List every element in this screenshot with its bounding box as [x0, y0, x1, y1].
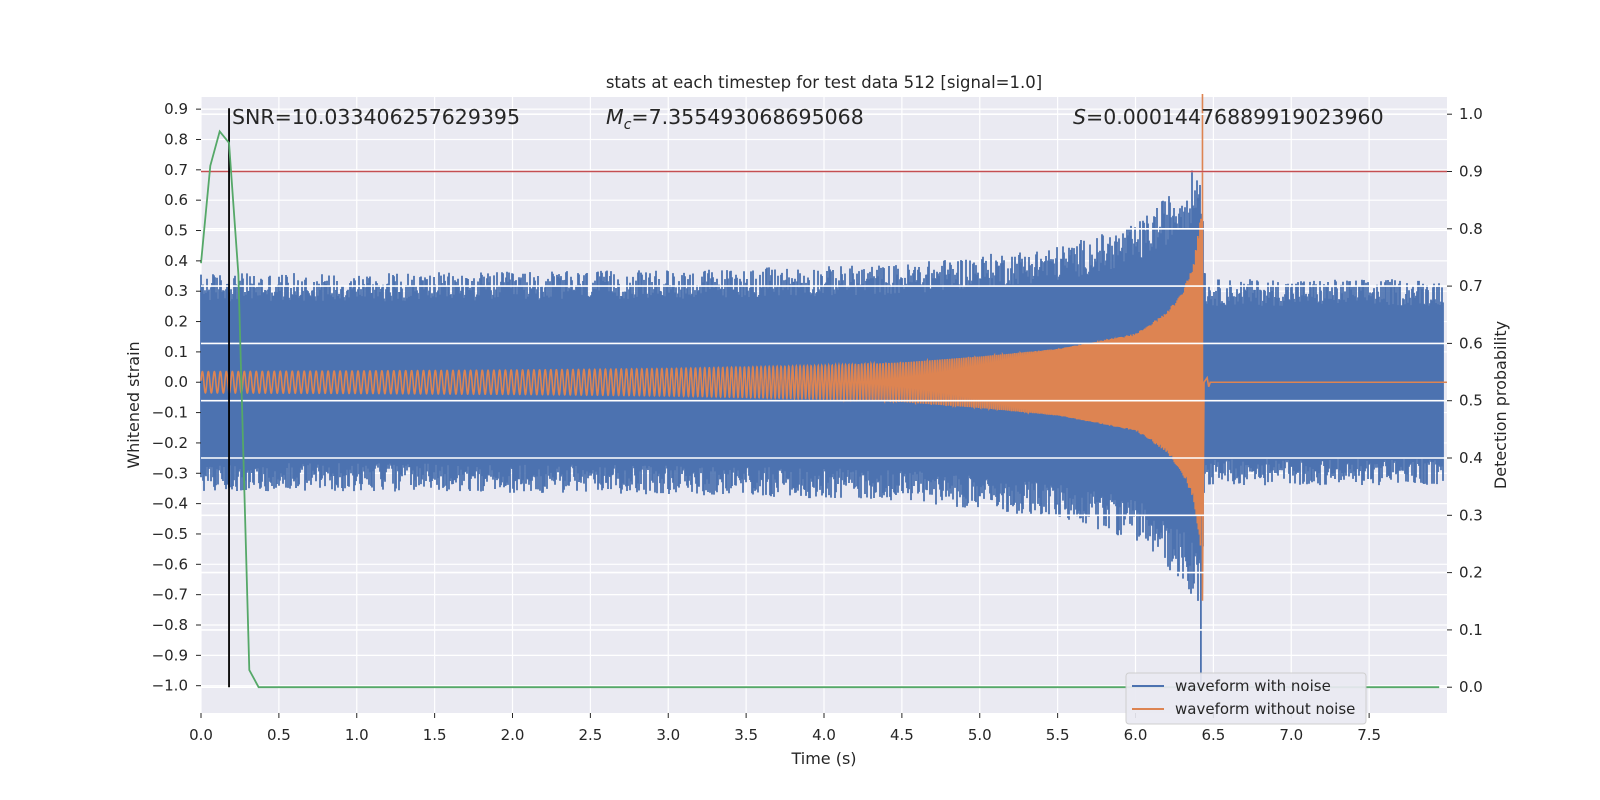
- left-tick-label: −0.8: [152, 616, 188, 634]
- series-detection-probability: [200, 129, 1440, 689]
- chart-title: stats at each timestep for test data 512…: [606, 73, 1042, 92]
- right-tick-label: 0.8: [1459, 220, 1483, 238]
- right-tick-label: 0.2: [1459, 564, 1483, 582]
- x-tick-label: 0.5: [267, 726, 291, 744]
- legend-label-without-noise: waveform without noise: [1175, 700, 1355, 718]
- x-tick-label: 6.0: [1124, 726, 1148, 744]
- legend-label-with-noise: waveform with noise: [1175, 677, 1331, 695]
- right-tick-label: 0.5: [1459, 392, 1483, 410]
- left-tick-label: 0.4: [164, 252, 188, 270]
- x-axis-label: Time (s): [790, 749, 856, 768]
- annotation-snr: SNR=10.033406257629395: [232, 105, 520, 129]
- legend-box: [1125, 672, 1367, 725]
- right-axis-ticks: 1.0 0.9 0.8 0.7 0.6 0.5 0.4 0.3 0.2 0.1 0.0: [1447, 105, 1483, 696]
- y-axis-label-right: Detection probability: [1491, 321, 1510, 489]
- chirp-mass-symbol: M: [606, 105, 624, 129]
- right-tick-label: 0.0: [1459, 678, 1483, 696]
- x-axis-ticks: 0.0 0.5 1.0 1.5 2.0 2.5 3.0 3.5 4.0 4.5 5.0 5.5 6.0 6…: [189, 713, 1381, 744]
- right-tick-label: 0.6: [1459, 334, 1483, 352]
- left-tick-label: −0.9: [152, 646, 188, 664]
- right-tick-label: 1.0: [1459, 105, 1483, 123]
- right-tick-label: 0.7: [1459, 277, 1483, 295]
- left-tick-label: −0.7: [152, 586, 188, 604]
- x-tick-label: 4.5: [890, 726, 914, 744]
- right-tick-label: 0.1: [1459, 621, 1483, 639]
- x-tick-label: 6.5: [1201, 726, 1225, 744]
- x-tick-label: 4.0: [812, 726, 836, 744]
- left-axis-ticks: 0.9 0.8 0.7 0.6 0.5 0.4 0.3 0.2 0.1 0.0 −0.1 −0.2 −0…: [152, 100, 201, 695]
- right-tick-label: 0.4: [1459, 449, 1483, 467]
- probability-trace: [200, 129, 1440, 689]
- right-tick-label: 0.3: [1459, 506, 1483, 524]
- left-tick-label: 0.1: [164, 343, 188, 361]
- left-tick-label: 0.2: [164, 313, 188, 331]
- right-tick-label: 0.9: [1459, 162, 1483, 180]
- x-tick-label: 5.5: [1046, 726, 1070, 744]
- clean-waveform-trace: [200, 93, 1447, 601]
- left-tick-label: −1.0: [152, 677, 188, 695]
- y-axis-label-left: Whitened strain: [124, 341, 143, 468]
- left-tick-label: −0.5: [152, 525, 188, 543]
- left-tick-label: −0.4: [152, 495, 188, 513]
- x-tick-label: 2.5: [578, 726, 602, 744]
- left-tick-label: 0.5: [164, 222, 188, 240]
- x-tick-label: 3.5: [734, 726, 758, 744]
- left-tick-label: 0.6: [164, 191, 188, 209]
- series-waveform-without-noise: [200, 93, 1447, 601]
- x-tick-label: 7.0: [1279, 726, 1303, 744]
- score-symbol: S: [1073, 105, 1086, 129]
- left-tick-label: −0.2: [152, 434, 188, 452]
- x-tick-label: 7.5: [1357, 726, 1381, 744]
- left-tick-label: 0.3: [164, 282, 188, 300]
- x-tick-label: 1.0: [345, 726, 369, 744]
- x-tick-label: 1.5: [423, 726, 447, 744]
- left-tick-label: 0.7: [164, 161, 188, 179]
- reference-lines: [201, 108, 1447, 688]
- x-tick-label: 2.0: [501, 726, 525, 744]
- left-tick-label: 0.9: [164, 100, 188, 118]
- legend: waveform with noise waveform without noi…: [1125, 672, 1367, 725]
- chirp-mass-value: =7.355493068695068: [631, 105, 863, 129]
- annotation-score: S=0.00014476889919023960: [1073, 105, 1384, 129]
- left-tick-label: −0.1: [152, 404, 188, 422]
- left-tick-label: 0.0: [164, 373, 188, 391]
- left-tick-label: −0.3: [152, 464, 188, 482]
- annotation-chirp-mass: Mc=7.355493068695068: [606, 105, 864, 133]
- chirp-mass-subscript: c: [624, 117, 632, 133]
- x-tick-label: 0.0: [189, 726, 213, 744]
- x-tick-label: 5.0: [968, 726, 992, 744]
- x-tick-label: 3.0: [656, 726, 680, 744]
- score-value: =0.00014476889919023960: [1086, 105, 1384, 129]
- left-tick-label: −0.6: [152, 555, 188, 573]
- left-tick-label: 0.8: [164, 130, 188, 148]
